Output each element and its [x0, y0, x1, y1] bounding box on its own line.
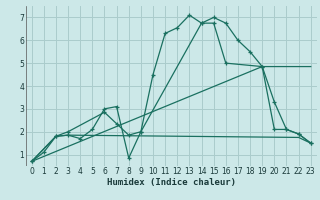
X-axis label: Humidex (Indice chaleur): Humidex (Indice chaleur)	[107, 178, 236, 187]
